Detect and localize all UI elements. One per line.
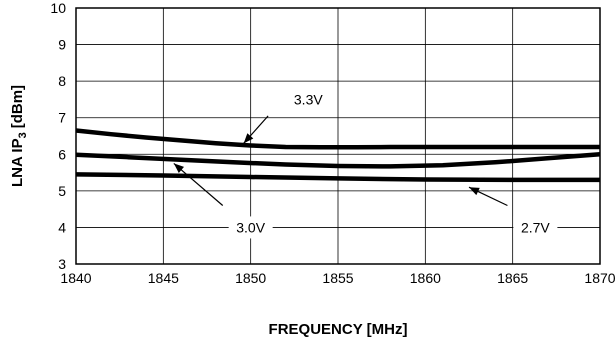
annotation-arrow-line: [173, 162, 224, 206]
y-tick-label: 5: [58, 183, 66, 199]
y-axis-title-main: LNA IP: [9, 138, 26, 187]
annotation-label-bg: [513, 216, 558, 239]
x-tick-labels: 1840 1845 1850 1855 1860 1865 1870: [60, 270, 615, 286]
grid: [75, 7, 601, 265]
series-line: [75, 128, 600, 150]
annotations: 3.3V 3.0V 2.7V: [173, 88, 558, 239]
annotation-arrowhead: [469, 187, 480, 196]
series-line: [75, 152, 601, 169]
y-axis-title-subscript: 3: [17, 132, 29, 138]
x-tick-label: 1870: [584, 270, 615, 286]
annotation-label: 2.7V: [521, 219, 550, 235]
y-tick-labels: 3 4 5 6 7 8 9 10: [50, 0, 66, 272]
y-tick-label: 4: [58, 219, 66, 235]
plot-frame: [75, 7, 601, 265]
x-tick-label: 1845: [148, 270, 179, 286]
y-tick-label: 8: [58, 73, 66, 89]
y-tick-label: 10: [50, 0, 66, 16]
y-tick-label: 6: [58, 146, 66, 162]
annotation-label: 3.0V: [236, 219, 265, 235]
x-tick-label: 1860: [410, 270, 441, 286]
y-axis-title-unit: [dBm]: [9, 85, 26, 128]
x-tick-label: 1865: [497, 270, 528, 286]
annotation-label: 3.3V: [294, 91, 323, 107]
y-tick-label: 7: [58, 110, 66, 126]
x-tick-label: 1840: [60, 270, 91, 286]
annotation-arrowhead: [173, 163, 185, 173]
annotation-label-bg: [228, 216, 273, 239]
y-tick-label: 9: [58, 37, 66, 53]
annotation-label-bg: [286, 88, 331, 111]
x-tick-label: 1855: [322, 270, 353, 286]
series-lines: [75, 128, 601, 183]
series-line: [75, 172, 600, 183]
y-tick-label: 3: [58, 256, 66, 272]
x-tick-label: 1850: [235, 270, 266, 286]
y-axis-title: LNA IP3 [dBm]: [9, 85, 29, 187]
x-axis-title: FREQUENCY [MHz]: [269, 321, 408, 338]
annotation-arrowhead: [243, 133, 254, 144]
